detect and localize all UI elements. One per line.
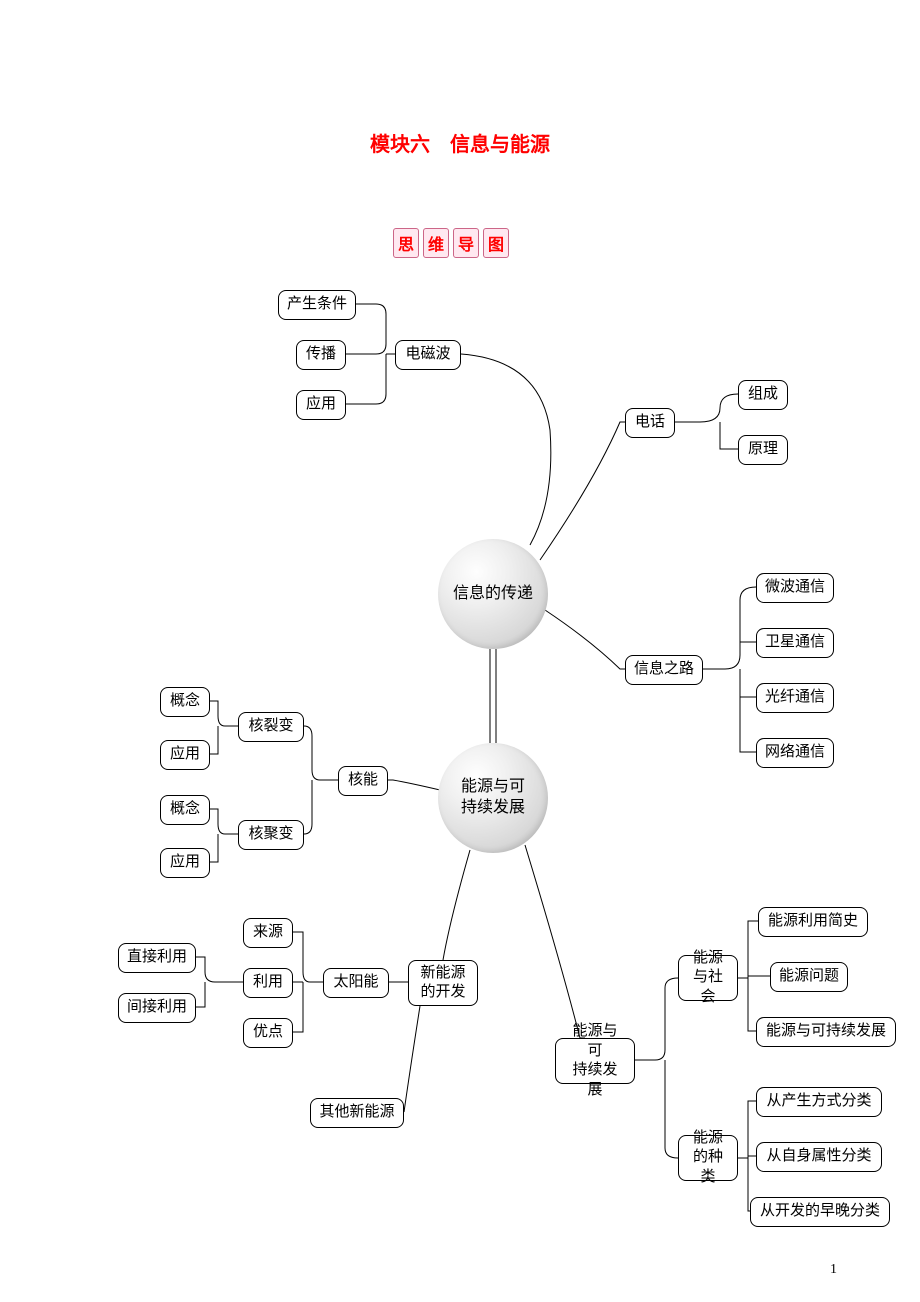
node-youdian: 优点 <box>243 1018 293 1048</box>
node-taiyang: 太阳能 <box>323 968 389 998</box>
sphere-info-transfer: 信息的传递 <box>438 539 548 649</box>
subtitle-char-2: 维 <box>423 228 449 258</box>
node-weixing: 卫星通信 <box>756 628 834 658</box>
node-jianjie: 间接利用 <box>118 993 196 1023</box>
node-xinxi: 信息之路 <box>625 655 703 685</box>
node-gainian1: 概念 <box>160 687 210 717</box>
node-zishen: 从自身属性分类 <box>756 1142 882 1172</box>
page-title: 模块六 信息与能源 <box>0 128 920 157</box>
node-laiyuan: 来源 <box>243 918 293 948</box>
node-wenti: 能源问题 <box>770 962 848 992</box>
subtitle-char-4: 图 <box>483 228 509 258</box>
node-xinnengyuan: 新能源 的开发 <box>408 960 478 1006</box>
page-number: 1 <box>830 1262 837 1278</box>
subtitle-char-3: 导 <box>453 228 479 258</box>
node-dianci: 电磁波 <box>395 340 461 370</box>
node-kechixu: 能源与可持续发展 <box>756 1017 896 1047</box>
node-guangxian: 光纤通信 <box>756 683 834 713</box>
node-qita: 其他新能源 <box>310 1098 404 1128</box>
node-yingyong3: 应用 <box>160 848 210 878</box>
node-yingyong1: 应用 <box>296 390 346 420</box>
node-kaifa: 从开发的早晚分类 <box>750 1197 890 1227</box>
node-liyong: 利用 <box>243 968 293 998</box>
subtitle-row: 思 维 导 图 <box>393 228 509 258</box>
node-hejubian: 核聚变 <box>238 820 304 850</box>
node-heneng: 核能 <box>338 766 388 796</box>
sphere-energy-dev: 能源与可 持续发展 <box>438 743 548 853</box>
node-zhijie: 直接利用 <box>118 943 196 973</box>
node-nengyuanke: 能源与可 持续发展 <box>555 1038 635 1084</box>
node-gainian2: 概念 <box>160 795 210 825</box>
subtitle-char-1: 思 <box>393 228 419 258</box>
node-weibo: 微波通信 <box>756 573 834 603</box>
node-zucheng: 组成 <box>738 380 788 410</box>
node-chansheng: 产生条件 <box>278 290 356 320</box>
node-yingyong2: 应用 <box>160 740 210 770</box>
node-chansheng2: 从产生方式分类 <box>756 1087 882 1117</box>
node-jianshi: 能源利用简史 <box>758 907 868 937</box>
node-dianhua: 电话 <box>625 408 675 438</box>
node-wangluo: 网络通信 <box>756 738 834 768</box>
node-nengyuanzhong: 能源 的种类 <box>678 1135 738 1181</box>
node-yuanli: 原理 <box>738 435 788 465</box>
node-heliebian: 核裂变 <box>238 712 304 742</box>
node-nengyuanshe: 能源 与社会 <box>678 955 738 1001</box>
node-chuanbo: 传播 <box>296 340 346 370</box>
